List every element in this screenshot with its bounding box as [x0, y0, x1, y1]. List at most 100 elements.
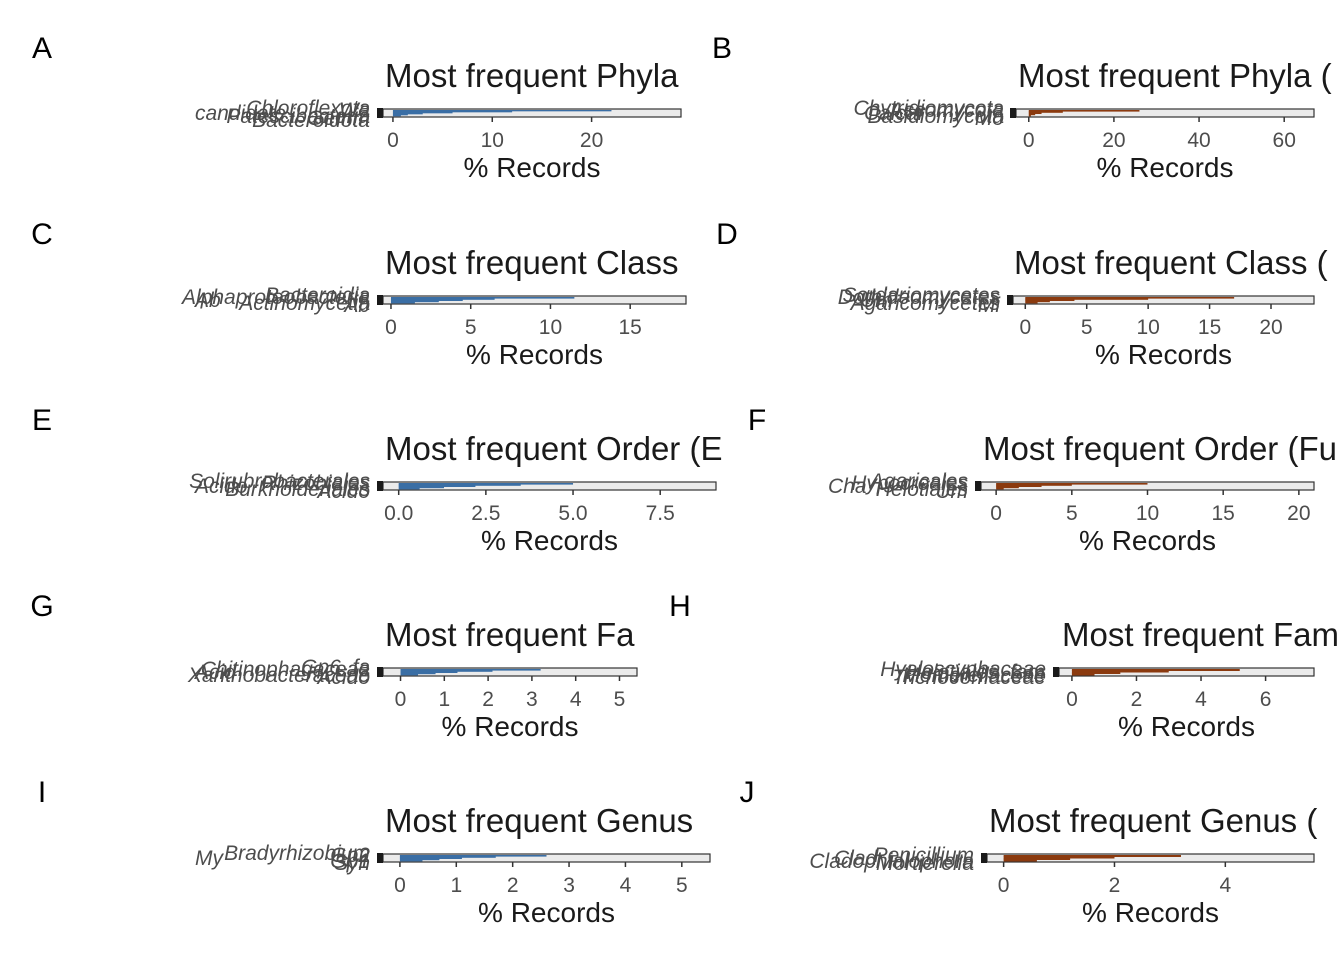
category-label: Chytridiomycota [853, 97, 1004, 120]
x-tick-label: 0 [990, 502, 1002, 525]
category-label: Hypocreales [851, 472, 968, 495]
category-label: Dothideomycetes [838, 286, 1001, 309]
bar [1025, 299, 1075, 301]
y-axis-ticks [1007, 295, 1013, 305]
bar [1003, 856, 1115, 859]
bar [1028, 113, 1036, 116]
category-label: Hyaloscyphaceae [880, 658, 1046, 681]
x-tick-label: 1 [438, 688, 450, 711]
panel-title: Most frequent Phyla [385, 57, 679, 94]
x-axis-label: % Records [478, 897, 615, 928]
category-label: Helotiales_fam [906, 661, 1045, 684]
bar [1071, 670, 1169, 673]
bar [399, 857, 462, 859]
bar [390, 301, 415, 304]
panel-letter: D [716, 218, 738, 251]
x-tick-label: 20 [1102, 129, 1125, 152]
x-tick-label: 5 [676, 874, 688, 897]
bar [398, 483, 574, 485]
x-tick-label: 0 [1019, 316, 1031, 339]
panel-title: Most frequent Class ( [1014, 244, 1328, 281]
bar [392, 112, 453, 114]
category-label: Sordariomycetes [842, 284, 1000, 307]
x-axis-label: % Records [1082, 897, 1219, 928]
bar [392, 114, 408, 116]
panel-title: Most frequent Genus [385, 802, 693, 839]
panel-title: Most frequent Genus ( [989, 802, 1317, 839]
category-label: Mo [975, 107, 1004, 130]
x-tick-label: 15 [1198, 316, 1221, 339]
category-label: Rhizobiales [261, 472, 370, 495]
panel-title: Most frequent Fam [1062, 616, 1339, 653]
x-tick-label: 0 [387, 129, 399, 152]
panel-letter: A [32, 32, 52, 65]
bar [1028, 110, 1140, 112]
category-label: Trichocomaceae [892, 666, 1046, 689]
category-label: Ascomycota [888, 99, 1004, 122]
category-label: Acido [315, 480, 370, 503]
x-axis-label: % Records [1095, 339, 1232, 370]
bar [399, 858, 440, 861]
category-label: Acido [193, 475, 248, 498]
bar [400, 672, 436, 675]
bar [1028, 111, 1063, 113]
bar [1025, 301, 1038, 304]
x-tick-label: 20 [1287, 502, 1310, 525]
x-tick-label: 2 [507, 874, 519, 897]
panel-title: Most frequent Fa [385, 616, 635, 653]
bar [996, 483, 1148, 485]
x-tick-label: 10 [539, 316, 562, 339]
bar [1003, 858, 1071, 860]
x-tick-label: 5 [1066, 502, 1078, 525]
y-axis-ticks [1053, 667, 1059, 677]
panel-title: Most frequent Order (Fu [983, 430, 1337, 467]
panel-letter: C [31, 218, 53, 251]
bar [390, 300, 439, 303]
category-label: Mortierellaceae [902, 664, 1046, 687]
category-label: Penicillium [874, 844, 974, 867]
x-tick-label: 2 [482, 688, 494, 711]
x-tick-label: 60 [1273, 129, 1296, 152]
bar [392, 113, 423, 115]
x-tick-label: 0.0 [384, 502, 413, 525]
bar [400, 671, 458, 673]
bar [398, 487, 420, 490]
bar [1003, 855, 1181, 857]
x-tick-label: 10 [1136, 316, 1159, 339]
bar [1071, 669, 1240, 671]
panel-letter: I [38, 776, 46, 809]
panel-title: Most frequent Phyla ( [1018, 57, 1332, 94]
x-tick-label: 15 [1212, 502, 1235, 525]
bar [1003, 859, 1037, 862]
x-axis-label: % Records [442, 711, 579, 742]
bar [398, 485, 476, 487]
x-tick-label: 0 [385, 316, 397, 339]
bar [400, 670, 493, 672]
category-label: Ab [342, 294, 370, 317]
bar [1071, 672, 1121, 674]
category-label: Ab [193, 289, 221, 312]
category-label: Burkholderiales [225, 478, 370, 501]
panel-letter: B [712, 32, 732, 65]
x-tick-label: 20 [1259, 316, 1282, 339]
x-tick-label: 2.5 [471, 502, 500, 525]
panel-letter: E [32, 404, 52, 437]
y-axis-ticks [975, 481, 981, 491]
category-label: Gp6_fa [301, 656, 370, 679]
x-tick-label: 0 [395, 688, 407, 711]
category-label: Cladophialophora [809, 850, 974, 873]
category-label: Bacteroidota [252, 109, 370, 132]
panel-letter: G [30, 590, 53, 623]
category-label: Bacteroidia [265, 284, 370, 307]
panel-title: Most frequent Order (E [385, 430, 722, 467]
bar [996, 485, 1042, 487]
bar [996, 486, 1019, 489]
category-label: Agaricomycetes [849, 292, 1001, 315]
x-tick-label: 15 [619, 316, 642, 339]
bar [398, 486, 445, 489]
x-tick-label: 10 [481, 129, 504, 152]
category-label: Wa [339, 99, 370, 122]
x-tick-label: 2 [1131, 688, 1143, 711]
bar [390, 299, 463, 301]
x-tick-label: 20 [580, 129, 603, 152]
